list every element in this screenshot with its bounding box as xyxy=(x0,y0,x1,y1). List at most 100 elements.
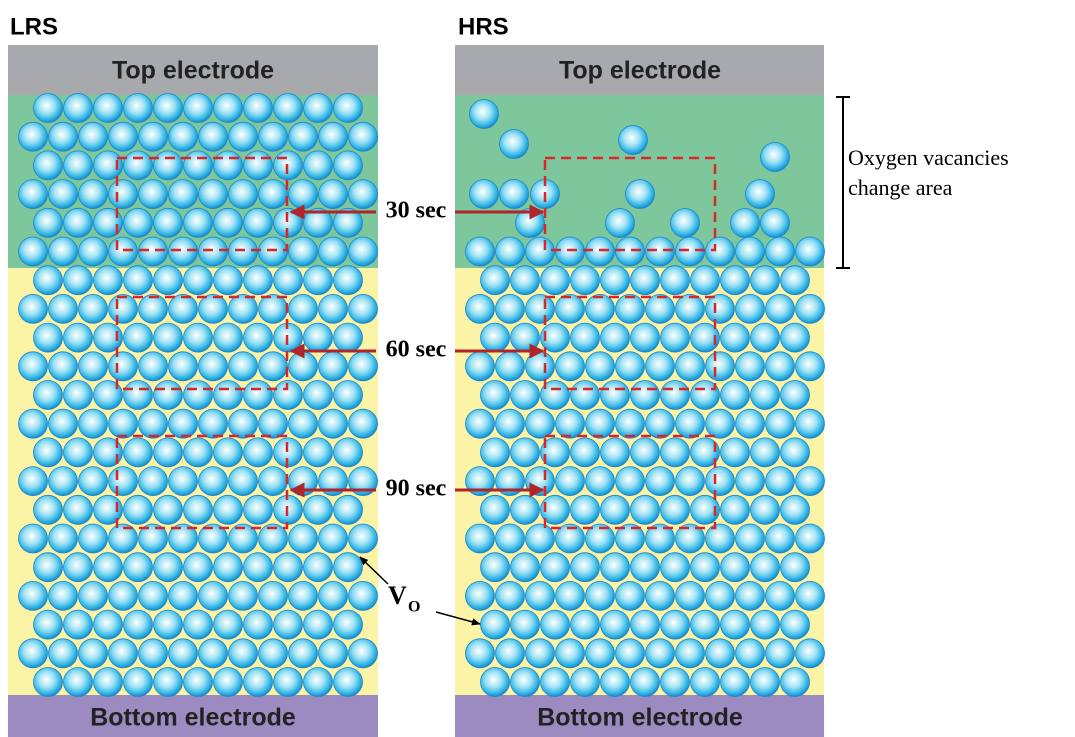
vacancy xyxy=(585,523,615,554)
vacancy xyxy=(630,322,660,353)
vacancy xyxy=(480,380,510,410)
vacancy xyxy=(18,293,48,324)
vacancy xyxy=(675,638,705,669)
vacancy xyxy=(93,552,123,583)
vacancy xyxy=(123,609,153,640)
vacancy xyxy=(93,437,123,468)
vacancy xyxy=(213,93,243,123)
vacancy xyxy=(585,466,615,497)
vacancy xyxy=(78,293,108,324)
electrode-label: Bottom electrode xyxy=(537,704,743,732)
vacancy xyxy=(18,638,48,669)
vacancy xyxy=(33,667,63,697)
vacancy xyxy=(93,207,123,238)
vacancy xyxy=(630,552,660,583)
vacancy xyxy=(690,437,720,468)
vacancy xyxy=(183,93,213,123)
vacancy xyxy=(138,523,168,554)
vacancy xyxy=(570,552,600,583)
vacancy xyxy=(585,408,615,439)
vacancy xyxy=(705,293,735,324)
time-window xyxy=(543,434,717,530)
vacancy xyxy=(675,351,705,382)
vacancy xyxy=(555,466,585,497)
vacancy xyxy=(33,150,63,181)
vacancy xyxy=(760,208,790,238)
vacancy xyxy=(153,667,183,697)
vacancy xyxy=(213,380,243,410)
vacancy xyxy=(63,667,93,697)
vacancy xyxy=(735,408,765,439)
vacancy xyxy=(645,293,675,324)
vacancy xyxy=(615,236,645,267)
vacancy xyxy=(33,93,63,123)
vacancy xyxy=(213,552,243,583)
vacancy xyxy=(138,351,168,382)
vacancy xyxy=(465,523,495,554)
vacancy xyxy=(495,293,525,324)
vacancy xyxy=(228,293,258,324)
vacancy xyxy=(228,351,258,382)
vacancy xyxy=(795,236,825,267)
vacancy xyxy=(78,351,108,382)
vacancy xyxy=(555,236,585,267)
vacancy xyxy=(510,265,540,296)
vacancy xyxy=(348,581,378,611)
vacancy xyxy=(288,581,318,611)
vacancy xyxy=(348,523,378,554)
vacancy xyxy=(168,638,198,669)
vacancy xyxy=(198,638,228,669)
vacancy xyxy=(720,667,750,697)
vacancy xyxy=(499,129,529,159)
vacancy xyxy=(228,179,258,210)
vacancy xyxy=(765,523,795,554)
time-label: 60 sec xyxy=(386,337,447,363)
vacancy xyxy=(48,638,78,669)
vacancy xyxy=(735,523,765,554)
vacancy xyxy=(480,322,510,353)
vacancy xyxy=(33,322,63,353)
vacancy xyxy=(168,466,198,497)
vacancy xyxy=(570,380,600,410)
vacancy xyxy=(525,236,555,267)
vacancy xyxy=(585,581,615,611)
vacancy xyxy=(615,523,645,554)
vacancy xyxy=(630,494,660,525)
vacancy xyxy=(615,638,645,669)
time-window xyxy=(115,295,289,391)
vacancy xyxy=(765,351,795,382)
annotation: Oxygen vacancies xyxy=(848,145,1009,170)
vacancy xyxy=(93,322,123,353)
top-electrode xyxy=(455,45,824,95)
vacancy xyxy=(108,638,138,669)
vacancy xyxy=(510,437,540,468)
vacancy xyxy=(333,380,363,410)
vacancy xyxy=(123,265,153,296)
vacancy xyxy=(555,293,585,324)
vacancy xyxy=(63,494,93,525)
vacancy xyxy=(78,179,108,210)
vacancy xyxy=(303,265,333,296)
vacancy xyxy=(630,265,660,296)
vacancy xyxy=(600,437,630,468)
vacancy xyxy=(705,638,735,669)
vacancy xyxy=(258,293,288,324)
vacancy xyxy=(18,523,48,554)
vacancy xyxy=(540,552,570,583)
vacancy xyxy=(138,179,168,210)
vacancy xyxy=(93,667,123,697)
vacancy xyxy=(243,667,273,697)
vacancy xyxy=(153,380,183,410)
vacancy xyxy=(273,609,303,640)
vacancy xyxy=(645,408,675,439)
vacancy xyxy=(730,208,760,238)
vacancy xyxy=(480,265,510,296)
vacancy xyxy=(198,351,228,382)
vacancy xyxy=(168,236,198,267)
vacancy xyxy=(123,494,153,525)
vacancy xyxy=(465,293,495,324)
vacancy xyxy=(78,466,108,497)
vacancy xyxy=(348,293,378,324)
vacancy xyxy=(108,408,138,439)
vacancy xyxy=(510,552,540,583)
